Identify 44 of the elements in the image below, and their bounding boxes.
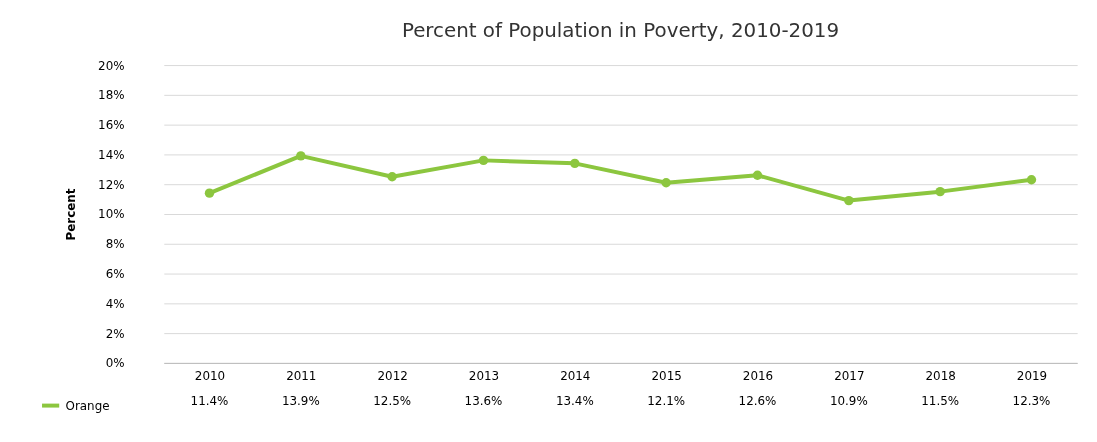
y-axis-title: Percent: [64, 188, 79, 241]
y-tick-label: 12%: [98, 177, 125, 192]
data-label: 13.6%: [464, 393, 503, 408]
x-tick-label: 2018: [925, 369, 956, 384]
x-tick-label: 2012: [377, 369, 408, 384]
legend-label: Orange: [65, 398, 110, 413]
data-label: 13.4%: [555, 393, 594, 408]
y-tick-label: 6%: [105, 267, 125, 282]
point: [935, 186, 945, 197]
x-tick-label: 2017: [834, 369, 865, 384]
point: [661, 178, 671, 188]
data-label: 11.4%: [190, 393, 229, 408]
x-tick-label: 2014: [560, 369, 591, 384]
chart-title: Percent of Population in Poverty, 2010-2019: [401, 19, 840, 43]
y-tick-label: 20%: [98, 58, 125, 73]
point: [296, 151, 306, 161]
data-label: 12.3%: [1012, 393, 1051, 408]
data-label: 10.9%: [829, 393, 868, 408]
y-tick-label: 8%: [105, 237, 125, 252]
x-tick-label: 2015: [651, 369, 682, 384]
point: [478, 155, 489, 166]
y-tick-label: 4%: [105, 296, 125, 311]
y-tick-label: 0%: [105, 356, 125, 371]
point: [570, 158, 580, 169]
y-tick-label: 10%: [98, 207, 125, 222]
y-tick-label: 14%: [98, 147, 125, 162]
x-tick-label: 2013: [468, 369, 500, 384]
x-tick-label: 2010: [194, 369, 226, 384]
point: [387, 172, 397, 182]
data-label: 12.6%: [738, 393, 777, 408]
y-tick-label: 2%: [105, 326, 125, 341]
data-label: 13.9%: [281, 393, 320, 408]
data-label: 11.5%: [921, 393, 960, 408]
x-tick-label: 2016: [742, 369, 774, 384]
data-label: 12.5%: [373, 393, 412, 408]
x-tick-label: 2011: [286, 369, 317, 384]
point: [1026, 175, 1037, 185]
y-tick-label: 16%: [98, 118, 125, 133]
x-tick-label: 2019: [1016, 369, 1048, 384]
point: [204, 188, 215, 198]
y-tick-label: 18%: [98, 88, 125, 103]
data-label: 12.1%: [647, 393, 686, 408]
point: [752, 170, 763, 180]
point: [844, 195, 854, 206]
